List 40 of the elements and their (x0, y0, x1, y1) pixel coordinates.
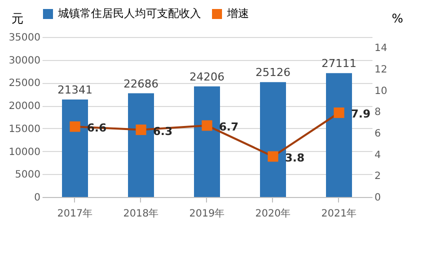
x-tick-label: 2020年 (255, 208, 291, 220)
bar (128, 93, 154, 197)
y2-tick-label: 8 (374, 107, 381, 118)
y-tick-label: 20000 (8, 101, 40, 112)
y-tick-label: 35000 (8, 32, 40, 44)
y2-tick-label: 0 (374, 192, 381, 204)
data-label: 22686 (124, 77, 158, 90)
y-tick-label: 25000 (8, 78, 40, 90)
y-axis-title: 元 (12, 12, 24, 26)
y-tick-label: 10000 (8, 146, 40, 158)
y2-tick-label: 14 (374, 43, 388, 54)
y-tick-label: 5000 (15, 170, 40, 181)
y2-axis-title: % (392, 12, 404, 26)
y-tick-label: 15000 (8, 124, 40, 135)
data-label: 24206 (190, 70, 224, 84)
point (70, 121, 80, 132)
y2-tick-label: 6 (374, 128, 381, 140)
point (334, 107, 344, 118)
bar (194, 86, 220, 197)
y-tick-label: 30000 (8, 55, 40, 66)
data-label: 21341 (58, 83, 92, 96)
y-tick-label: 0 (34, 192, 40, 204)
bar (326, 73, 352, 197)
x-tick-label: 2021年 (321, 208, 357, 220)
y2-tick-label: 2 (374, 171, 381, 182)
bar (260, 82, 286, 197)
x-tick-label: 2017年 (57, 208, 93, 220)
bar (62, 99, 88, 197)
point (136, 124, 146, 136)
y2-tick-label: 12 (374, 64, 388, 76)
point (268, 151, 278, 162)
y2-tick-label: 4 (374, 150, 381, 161)
legend-label: 城镇常住居民人均可支配收入 (57, 7, 201, 20)
x-tick-label: 2018年 (123, 208, 159, 220)
data-label: 27111 (322, 57, 356, 70)
data-label: 25126 (256, 66, 290, 80)
point (202, 120, 212, 131)
y2-tick-label: 10 (374, 86, 388, 97)
legend-label: 增速 (226, 7, 249, 20)
x-tick-label: 2019年 (189, 208, 225, 220)
